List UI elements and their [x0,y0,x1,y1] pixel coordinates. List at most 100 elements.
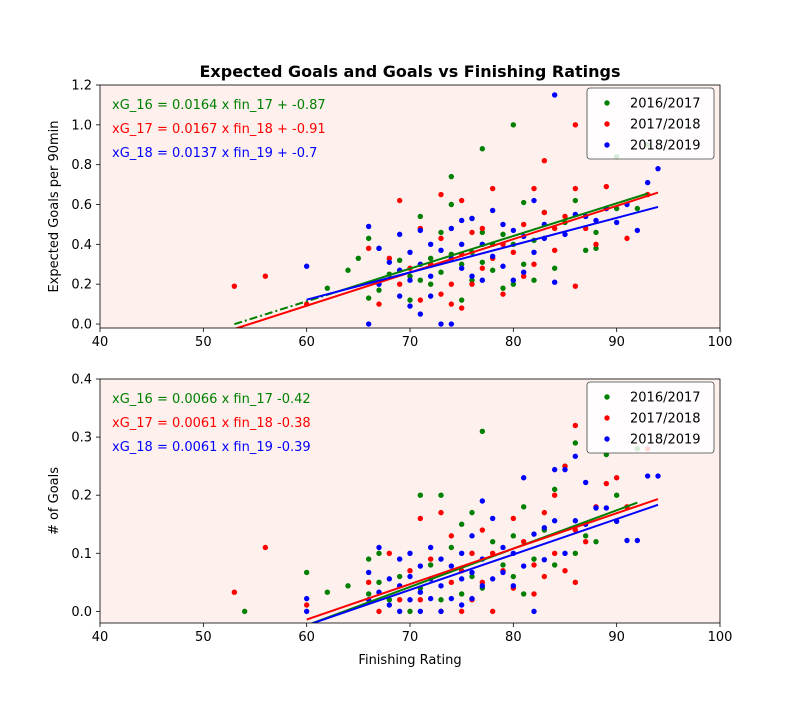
goals-legend-label-s18: 2018/2019 [630,433,701,448]
goals-point-s18 [655,473,661,479]
goals-point-s17 [613,475,620,481]
xg-point-s18 [407,303,413,309]
xg-point-s16 [345,267,351,273]
goals-point-s18 [572,518,579,524]
goals-y-axis-label: # of Goals [47,467,62,535]
xg-point-s18 [458,217,465,224]
goals-point-s16 [531,556,537,562]
xg-point-s16 [531,277,537,283]
xg-point-s18 [303,263,310,269]
xg-point-s18 [469,273,475,279]
goals-point-s16 [551,562,558,568]
goals-x-tick-label: 80 [505,630,522,645]
xg-point-s17 [438,191,444,198]
xg-point-s18 [458,265,465,271]
goals-point-s18 [407,550,413,556]
goals-point-s17 [572,422,579,429]
xg-point-s18 [520,269,527,275]
goals-point-s16 [396,573,403,580]
xg-point-s16 [438,229,444,236]
goals-point-s18 [417,563,424,569]
goals-fit-line-s17 [306,498,659,621]
goals-point-s17 [510,515,517,522]
xg-point-s18 [417,311,424,317]
xg-point-s16 [365,295,372,301]
xg-x-tick-label: 70 [402,335,419,350]
goals-point-s18 [448,595,455,602]
xg-point-s17 [479,225,486,232]
goals-point-s18 [438,583,444,589]
goals-point-s17 [582,538,589,545]
xg-point-s16 [510,122,517,128]
xg-fit-line-s16 [234,293,328,326]
xg-y-tick-label: 0.4 [71,238,92,253]
xg-y-tick-label: 0.2 [71,278,92,293]
xg-point-s17 [551,247,558,254]
xg-point-s16 [355,255,362,261]
goals-point-s16 [520,504,527,510]
goals-point-s16 [365,591,372,597]
goals-point-s18 [500,569,506,576]
xg-point-s16 [500,285,506,291]
x-axis-label: Finishing Rating [358,653,461,668]
xg-point-s16 [520,261,527,267]
xg-point-s18 [438,321,444,327]
xg-point-s16 [593,245,599,252]
goals-point-s16 [407,608,413,615]
goals-point-s18 [541,556,548,563]
xg-x-tick-label: 80 [505,335,522,350]
goals-point-s17 [365,579,372,586]
goals-point-s18 [438,556,444,562]
xg-point-s16 [520,199,527,206]
xg-point-s18 [365,223,372,230]
xg-y-axis-label: Expected Goals per 90min [47,120,62,292]
xg-point-s17 [572,185,579,192]
xg-point-s17 [489,185,496,192]
goals-point-s16 [572,550,579,556]
xg-point-s16 [572,197,579,204]
goals-point-s18 [365,569,372,576]
xg-point-s18 [531,197,537,204]
figure-title: Expected Goals and Goals vs Finishing Ra… [199,62,620,81]
goals-point-s18 [417,608,424,615]
goals-point-s16 [510,573,517,580]
goals-point-s18 [407,597,413,603]
xg-point-s16 [458,261,465,267]
goals-point-s16 [376,579,382,586]
xg-point-s17 [510,249,517,256]
xg-fit-line-s16 [327,192,648,296]
goals-point-s17 [417,515,424,522]
goals-data-layer [231,422,661,623]
xg-point-s17 [562,213,568,220]
goals-point-s18 [469,595,475,602]
goals-point-s16 [376,550,382,556]
xg-point-s17 [396,281,403,287]
goals-axes-frame [99,378,721,624]
goals-x-tick-label: 60 [298,630,315,645]
xg-point-s18 [407,277,413,283]
xg-point-s18 [365,321,372,327]
goals-point-s18 [634,537,641,544]
xg-point-s18 [417,227,424,234]
goals-legend-marker-s18 [604,436,610,442]
xg-point-s18 [562,231,568,238]
goals-point-s18 [458,602,465,608]
xg-point-s18 [407,249,413,256]
goals-legend: 2016/2017 2017/2018 2018/2019 [586,381,715,454]
goals-point-s16 [479,428,486,434]
xg-panel: Expected Goals per 90min 40 50 60 70 80 90 100 0… [47,79,732,351]
xg-point-s18 [396,231,403,238]
xg-x-tick-label: 60 [298,335,315,350]
goals-point-s18 [551,518,558,524]
goals-point-s18 [562,550,568,556]
xg-data-layer [231,92,661,328]
xg-point-s17 [531,185,537,192]
goals-point-s18 [427,544,434,551]
xg-point-s17 [365,245,372,252]
xg-point-s16 [489,267,496,273]
xg-point-s18 [427,241,434,248]
goals-point-s18 [386,602,393,608]
xg-legend-label-s16: 2016/2017 [630,97,701,112]
